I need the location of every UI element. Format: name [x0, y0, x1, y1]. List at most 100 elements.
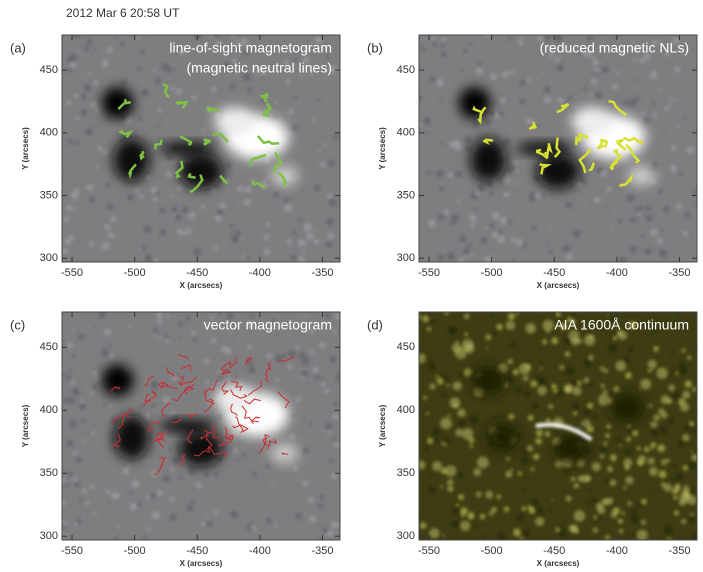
texture — [319, 342, 325, 348]
texture — [258, 213, 260, 215]
bright-network — [680, 403, 689, 412]
texture — [63, 340, 65, 342]
texture — [627, 195, 635, 203]
texture — [675, 372, 678, 375]
texture — [559, 531, 566, 538]
texture — [101, 60, 109, 68]
texture — [177, 228, 184, 235]
texture — [201, 205, 205, 209]
image — [417, 32, 698, 266]
texture — [424, 131, 427, 134]
bright-network — [574, 510, 585, 521]
texture — [440, 51, 446, 57]
texture — [241, 236, 244, 239]
texture — [323, 387, 329, 393]
texture — [440, 99, 443, 102]
texture — [150, 470, 156, 476]
bright-network — [440, 417, 452, 429]
texture — [89, 196, 95, 202]
texture — [653, 346, 659, 352]
texture — [104, 404, 107, 407]
texture — [446, 384, 449, 387]
texture — [492, 232, 498, 238]
texture — [319, 494, 324, 499]
texture — [451, 215, 458, 222]
texture — [496, 324, 503, 331]
texture — [472, 121, 479, 128]
texture — [89, 485, 93, 489]
texture — [89, 324, 92, 327]
texture — [298, 256, 306, 264]
x-tick-label: -450 — [186, 545, 208, 557]
texture — [332, 330, 336, 334]
texture — [70, 379, 75, 384]
texture — [139, 132, 143, 136]
x-axis-label: X (arcsecs) — [537, 281, 580, 290]
texture — [650, 444, 655, 449]
texture — [233, 375, 239, 381]
texture — [217, 375, 223, 381]
texture — [651, 162, 659, 170]
texture — [242, 255, 246, 259]
texture — [298, 239, 306, 247]
texture — [485, 120, 491, 126]
texture — [216, 209, 223, 216]
texture — [593, 415, 597, 419]
texture — [302, 447, 309, 454]
texture — [333, 401, 338, 406]
y-tick-label: 450 — [397, 64, 415, 76]
texture — [188, 212, 195, 219]
texture — [72, 388, 80, 396]
bright-network — [640, 379, 651, 390]
texture — [510, 469, 513, 472]
texture — [577, 381, 582, 386]
texture — [80, 109, 87, 116]
texture — [66, 240, 69, 243]
texture — [684, 116, 687, 119]
texture — [565, 202, 572, 209]
texture — [316, 99, 319, 102]
texture — [334, 442, 340, 448]
texture — [447, 486, 453, 492]
texture — [313, 239, 319, 245]
texture — [297, 479, 299, 481]
texture — [523, 530, 530, 537]
texture — [533, 454, 539, 460]
texture — [652, 492, 654, 494]
texture — [137, 36, 140, 39]
x-tick-label: -350 — [311, 545, 333, 557]
texture — [674, 98, 677, 101]
texture — [333, 413, 339, 419]
texture — [639, 388, 641, 390]
texture — [265, 463, 270, 468]
texture — [689, 515, 696, 522]
texture — [417, 122, 422, 127]
texture — [326, 217, 334, 225]
texture — [135, 189, 140, 194]
texture — [106, 81, 109, 84]
texture — [324, 77, 327, 80]
texture — [591, 55, 594, 58]
bright-network — [625, 476, 633, 484]
texture — [678, 172, 682, 176]
texture — [553, 389, 557, 393]
texture — [551, 82, 553, 84]
texture — [687, 146, 695, 154]
texture — [639, 58, 645, 64]
texture — [93, 326, 95, 328]
texture — [85, 128, 93, 136]
texture — [620, 257, 623, 260]
texture — [123, 468, 130, 475]
texture — [157, 124, 160, 127]
texture — [159, 336, 162, 339]
texture — [431, 474, 434, 477]
texture — [329, 458, 334, 463]
bright-network — [593, 527, 598, 532]
texture — [432, 429, 440, 437]
texture — [678, 441, 684, 447]
texture — [687, 355, 691, 359]
texture — [171, 86, 175, 90]
bright-network — [489, 511, 494, 516]
texture — [617, 96, 619, 98]
texture — [575, 184, 578, 187]
